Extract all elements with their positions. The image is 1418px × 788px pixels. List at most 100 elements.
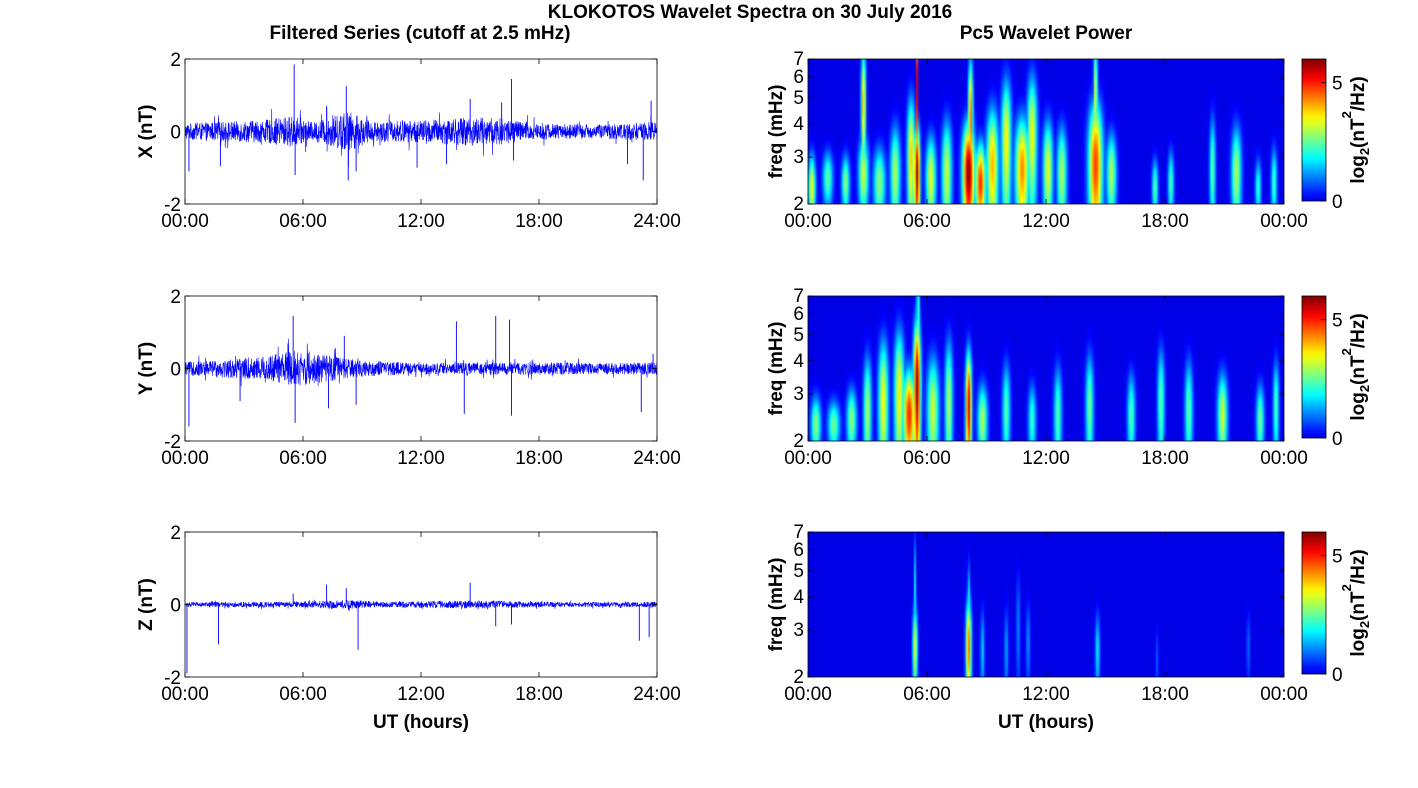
- y-tick-label-0: 2: [793, 194, 804, 215]
- y-tick-label-4: 6: [793, 304, 804, 325]
- series-line: [185, 338, 657, 387]
- colorbar-fill: [1302, 296, 1326, 438]
- y-tick-label-0: -2: [164, 668, 181, 689]
- x-tick-label-2: 12:00: [397, 448, 445, 469]
- y-tick-label-4: 6: [793, 67, 804, 88]
- y-axis-label: freq (mHz): [766, 85, 787, 179]
- colorbar-tick-label-0: 0: [1332, 192, 1343, 213]
- x-tick-label-1: 06:00: [279, 448, 327, 469]
- x-tick-label-0: 00:00: [161, 684, 209, 705]
- x-tick-label-0: 00:00: [161, 448, 209, 469]
- y-tick-label-2: 2: [170, 523, 181, 544]
- colorbar-label-subscript: 2: [1357, 621, 1372, 628]
- y-axis-label: X (nT): [136, 105, 157, 159]
- x-tick-label-3: 18:00: [515, 448, 563, 469]
- colorbar-label-text: (nT: [1348, 591, 1369, 621]
- series-panel-z: -2 0 2 00:00 06:00 12:00 18:00 24:00 Z (nT) UT (h…: [136, 523, 681, 733]
- x-tick-label-3: 18:00: [1141, 211, 1189, 232]
- y-tick-label-5: 7: [793, 522, 804, 543]
- series-panel-y: -2 0 2 00:00 06:00 12:00 18:00 24:00 Y (nT): [136, 287, 681, 469]
- colorbar-label-text: log: [1348, 155, 1369, 184]
- x-tick-label-1: 06:00: [279, 684, 327, 705]
- x-tick-label-0: 00:00: [784, 684, 832, 705]
- y-tick-label-2: 2: [170, 287, 181, 308]
- x-tick-label-2: 12:00: [1022, 448, 1070, 469]
- colorbar-label-text: /Hz): [1348, 76, 1369, 111]
- colorbar-tick-label-1: 5: [1332, 311, 1343, 332]
- y-tick-label-1: 3: [793, 384, 804, 405]
- colorbar-label-superscript: 2: [1339, 584, 1354, 591]
- y-tick-label-2: 4: [793, 114, 804, 135]
- series-panel-x: -2 0 2 00:00 06:00 12:00 18:00 24:00 X (nT): [136, 50, 681, 232]
- x-axis-label: UT (hours): [998, 712, 1094, 733]
- y-tick-label-3: 5: [793, 88, 804, 109]
- x-tick-label-4: 24:00: [633, 211, 681, 232]
- colorbar-label-superscript: 2: [1339, 111, 1354, 118]
- colorbar-label-text: log: [1348, 628, 1369, 657]
- left-column-title: Filtered Series (cutoff at 2.5 mHz): [270, 23, 571, 44]
- x-tick-label-2: 12:00: [1022, 684, 1070, 705]
- x-tick-label-1: 06:00: [903, 448, 951, 469]
- y-tick-label-0: -2: [164, 432, 181, 453]
- colorbar-label-text: /Hz): [1348, 313, 1369, 348]
- y-tick-label-1: 0: [170, 360, 181, 381]
- y-tick-label-1: 3: [793, 147, 804, 168]
- colorbar-label: log2(nT2/Hz): [1339, 76, 1372, 183]
- y-axis-label: Y (nT): [136, 342, 157, 395]
- wavelet-power-image: [808, 532, 1284, 677]
- colorbar-label-subscript: 2: [1357, 385, 1372, 392]
- colorbar-label-text: log: [1348, 392, 1369, 421]
- x-tick-label-0: 00:00: [784, 448, 832, 469]
- wavelet-power-image: [808, 59, 1284, 204]
- colorbar-tick-label-0: 0: [1332, 429, 1343, 450]
- y-tick-label-3: 5: [793, 325, 804, 346]
- y-tick-label-1: 0: [170, 123, 181, 144]
- y-tick-label-0: 2: [793, 667, 804, 688]
- x-tick-label-4: 00:00: [1260, 448, 1308, 469]
- colorbar-label-text: (nT: [1348, 355, 1369, 385]
- colorbar-frame: [1301, 531, 1327, 675]
- colorbar-label: log2(nT2/Hz): [1339, 313, 1372, 420]
- colorbar-fill: [1302, 532, 1326, 674]
- figure-suptitle: KLOKOTOS Wavelet Spectra on 30 July 2016: [548, 2, 952, 23]
- y-axis-label: freq (mHz): [766, 558, 787, 652]
- x-tick-label-1: 06:00: [903, 684, 951, 705]
- x-tick-label-3: 18:00: [515, 684, 563, 705]
- colorbar-label-text: (nT: [1348, 118, 1369, 148]
- x-tick-label-1: 06:00: [279, 211, 327, 232]
- y-tick-label-2: 2: [170, 50, 181, 71]
- x-tick-label-0: 00:00: [784, 211, 832, 232]
- colorbar-tick-label-1: 5: [1332, 547, 1343, 568]
- colorbar-label: log2(nT2/Hz): [1339, 549, 1372, 656]
- wavelet-power-image: [808, 296, 1284, 441]
- colorbar-tick-label-1: 5: [1332, 74, 1343, 95]
- x-tick-label-2: 12:00: [397, 211, 445, 232]
- colorbar-label-text: /Hz): [1348, 549, 1369, 584]
- colorbar-frame: [1301, 295, 1327, 439]
- x-tick-label-0: 00:00: [161, 211, 209, 232]
- series-line: [185, 107, 657, 168]
- y-tick-label-3: 5: [793, 561, 804, 582]
- colorbar-fill: [1302, 59, 1326, 201]
- x-tick-label-4: 00:00: [1260, 211, 1308, 232]
- x-axis-label: UT (hours): [373, 712, 469, 733]
- x-tick-label-1: 06:00: [903, 211, 951, 232]
- x-tick-label-4: 00:00: [1260, 684, 1308, 705]
- series-line: [185, 599, 657, 611]
- y-axis-label: freq (mHz): [766, 322, 787, 416]
- y-tick-label-0: -2: [164, 195, 181, 216]
- y-tick-label-2: 4: [793, 587, 804, 608]
- x-tick-label-3: 18:00: [1141, 448, 1189, 469]
- x-tick-label-3: 18:00: [515, 211, 563, 232]
- x-tick-label-4: 24:00: [633, 684, 681, 705]
- x-tick-label-2: 12:00: [1022, 211, 1070, 232]
- y-tick-label-4: 6: [793, 540, 804, 561]
- right-column-title: Pc5 Wavelet Power: [960, 23, 1133, 44]
